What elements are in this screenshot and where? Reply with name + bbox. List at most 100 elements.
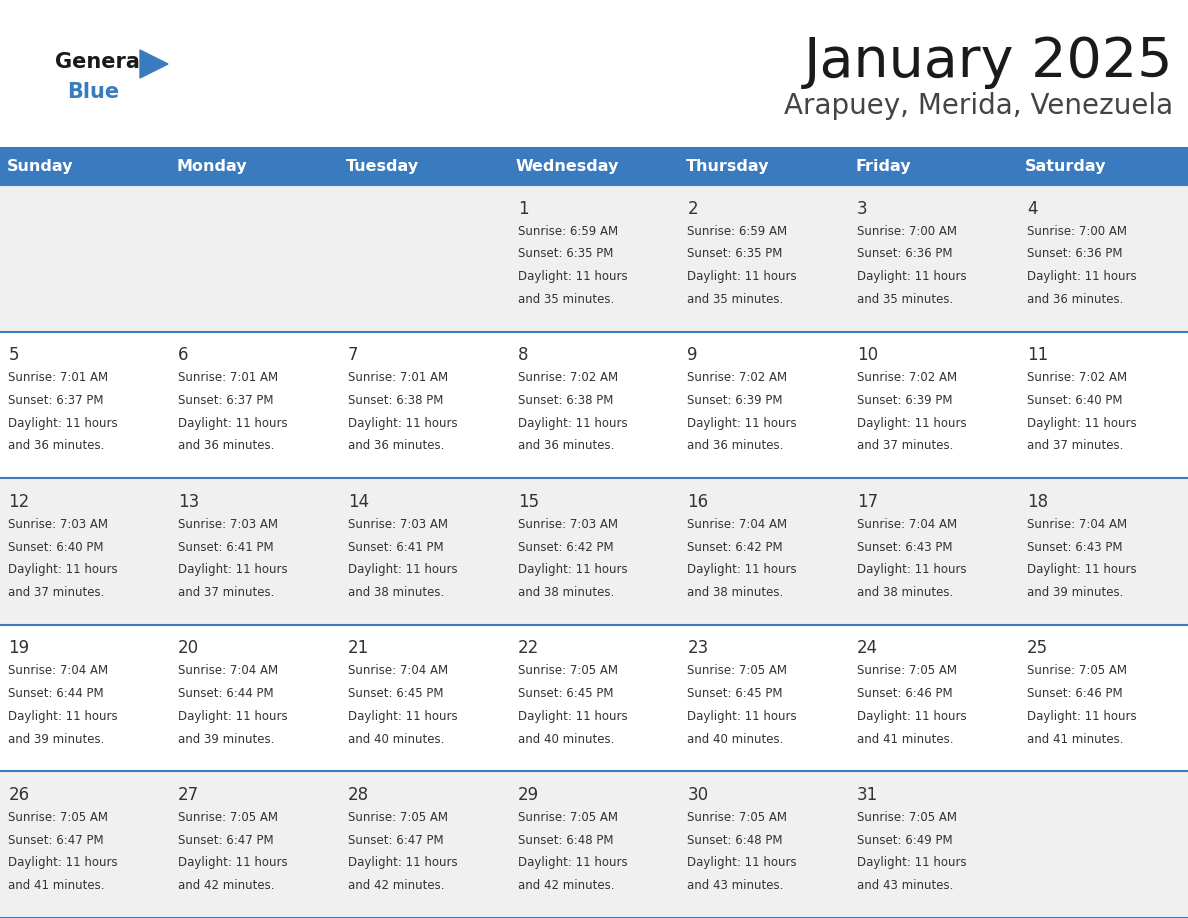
Text: Sunrise: 7:05 AM: Sunrise: 7:05 AM: [518, 811, 618, 824]
Text: Daylight: 11 hours: Daylight: 11 hours: [348, 710, 457, 722]
Text: 5: 5: [8, 346, 19, 364]
Text: 19: 19: [8, 640, 30, 657]
Text: Sunset: 6:45 PM: Sunset: 6:45 PM: [348, 687, 443, 700]
Text: Daylight: 11 hours: Daylight: 11 hours: [8, 417, 118, 430]
Text: and 36 minutes.: and 36 minutes.: [1026, 293, 1123, 306]
Text: 22: 22: [518, 640, 539, 657]
Text: Sunrise: 7:05 AM: Sunrise: 7:05 AM: [1026, 665, 1126, 677]
Bar: [0, 625, 1188, 771]
Bar: [0, 771, 1188, 918]
Text: Sunset: 6:35 PM: Sunset: 6:35 PM: [688, 247, 783, 261]
Text: Sunset: 6:40 PM: Sunset: 6:40 PM: [1026, 394, 1123, 407]
Text: and 39 minutes.: and 39 minutes.: [178, 733, 274, 745]
Text: Sunrise: 7:02 AM: Sunrise: 7:02 AM: [1026, 371, 1127, 384]
Text: Sunrise: 7:05 AM: Sunrise: 7:05 AM: [178, 811, 278, 824]
Text: and 41 minutes.: and 41 minutes.: [857, 733, 954, 745]
Text: Sunset: 6:47 PM: Sunset: 6:47 PM: [348, 834, 443, 846]
Text: Sunrise: 7:04 AM: Sunrise: 7:04 AM: [8, 665, 108, 677]
Text: Sunrise: 7:03 AM: Sunrise: 7:03 AM: [8, 518, 108, 531]
Text: Tuesday: Tuesday: [346, 159, 419, 174]
Text: Daylight: 11 hours: Daylight: 11 hours: [8, 856, 118, 869]
Text: 4: 4: [1026, 199, 1037, 218]
Text: Daylight: 11 hours: Daylight: 11 hours: [1026, 564, 1137, 577]
Text: Sunrise: 7:00 AM: Sunrise: 7:00 AM: [1026, 225, 1126, 238]
Text: Sunday: Sunday: [7, 159, 74, 174]
Text: Sunset: 6:39 PM: Sunset: 6:39 PM: [857, 394, 953, 407]
Text: and 38 minutes.: and 38 minutes.: [518, 586, 614, 599]
Bar: [0, 185, 1188, 331]
Text: Daylight: 11 hours: Daylight: 11 hours: [1026, 417, 1137, 430]
Text: Daylight: 11 hours: Daylight: 11 hours: [688, 564, 797, 577]
Text: and 39 minutes.: and 39 minutes.: [1026, 586, 1123, 599]
Text: Sunset: 6:46 PM: Sunset: 6:46 PM: [1026, 687, 1123, 700]
Text: Sunset: 6:37 PM: Sunset: 6:37 PM: [8, 394, 105, 407]
Text: 17: 17: [857, 493, 878, 510]
Text: Sunset: 6:48 PM: Sunset: 6:48 PM: [688, 834, 783, 846]
Text: Daylight: 11 hours: Daylight: 11 hours: [857, 417, 967, 430]
Text: and 38 minutes.: and 38 minutes.: [688, 586, 784, 599]
Text: Daylight: 11 hours: Daylight: 11 hours: [518, 564, 627, 577]
Text: Daylight: 11 hours: Daylight: 11 hours: [178, 564, 287, 577]
Text: Sunset: 6:38 PM: Sunset: 6:38 PM: [348, 394, 443, 407]
Text: Sunset: 6:47 PM: Sunset: 6:47 PM: [8, 834, 105, 846]
Text: 1: 1: [518, 199, 529, 218]
Text: Daylight: 11 hours: Daylight: 11 hours: [688, 710, 797, 722]
Text: Sunrise: 7:05 AM: Sunrise: 7:05 AM: [857, 811, 958, 824]
Text: Sunset: 6:45 PM: Sunset: 6:45 PM: [688, 687, 783, 700]
Text: Sunset: 6:37 PM: Sunset: 6:37 PM: [178, 394, 273, 407]
Text: Sunset: 6:48 PM: Sunset: 6:48 PM: [518, 834, 613, 846]
Text: and 43 minutes.: and 43 minutes.: [857, 879, 954, 892]
Text: and 36 minutes.: and 36 minutes.: [348, 440, 444, 453]
Text: Sunset: 6:43 PM: Sunset: 6:43 PM: [857, 541, 953, 554]
Text: Daylight: 11 hours: Daylight: 11 hours: [688, 270, 797, 283]
Text: and 41 minutes.: and 41 minutes.: [8, 879, 105, 892]
Text: Daylight: 11 hours: Daylight: 11 hours: [178, 710, 287, 722]
Text: and 36 minutes.: and 36 minutes.: [178, 440, 274, 453]
Text: 15: 15: [518, 493, 538, 510]
Text: Sunrise: 7:05 AM: Sunrise: 7:05 AM: [518, 665, 618, 677]
Text: Daylight: 11 hours: Daylight: 11 hours: [688, 856, 797, 869]
Text: and 36 minutes.: and 36 minutes.: [688, 440, 784, 453]
Text: Daylight: 11 hours: Daylight: 11 hours: [857, 710, 967, 722]
Text: Sunset: 6:43 PM: Sunset: 6:43 PM: [1026, 541, 1123, 554]
Text: and 37 minutes.: and 37 minutes.: [857, 440, 954, 453]
Text: Daylight: 11 hours: Daylight: 11 hours: [1026, 270, 1137, 283]
Text: Daylight: 11 hours: Daylight: 11 hours: [857, 856, 967, 869]
Text: and 36 minutes.: and 36 minutes.: [8, 440, 105, 453]
Text: Sunrise: 7:01 AM: Sunrise: 7:01 AM: [8, 371, 108, 384]
Text: Sunset: 6:47 PM: Sunset: 6:47 PM: [178, 834, 273, 846]
Text: 16: 16: [688, 493, 708, 510]
Text: Sunrise: 7:05 AM: Sunrise: 7:05 AM: [857, 665, 958, 677]
Text: 9: 9: [688, 346, 697, 364]
Text: Sunrise: 6:59 AM: Sunrise: 6:59 AM: [518, 225, 618, 238]
Text: 7: 7: [348, 346, 359, 364]
Text: 12: 12: [8, 493, 30, 510]
Text: 8: 8: [518, 346, 529, 364]
Text: and 37 minutes.: and 37 minutes.: [8, 586, 105, 599]
Text: Sunset: 6:38 PM: Sunset: 6:38 PM: [518, 394, 613, 407]
Text: Sunrise: 7:05 AM: Sunrise: 7:05 AM: [688, 665, 788, 677]
Text: Saturday: Saturday: [1025, 159, 1106, 174]
Text: Sunrise: 6:59 AM: Sunrise: 6:59 AM: [688, 225, 788, 238]
Text: Wednesday: Wednesday: [516, 159, 619, 174]
Text: and 40 minutes.: and 40 minutes.: [518, 733, 614, 745]
Text: Daylight: 11 hours: Daylight: 11 hours: [8, 564, 118, 577]
Text: Sunrise: 7:02 AM: Sunrise: 7:02 AM: [688, 371, 788, 384]
Text: 24: 24: [857, 640, 878, 657]
Bar: [510, 148, 678, 185]
Text: Daylight: 11 hours: Daylight: 11 hours: [178, 417, 287, 430]
Text: Sunrise: 7:04 AM: Sunrise: 7:04 AM: [1026, 518, 1127, 531]
Text: Daylight: 11 hours: Daylight: 11 hours: [8, 710, 118, 722]
Text: Daylight: 11 hours: Daylight: 11 hours: [518, 270, 627, 283]
Text: Sunrise: 7:03 AM: Sunrise: 7:03 AM: [348, 518, 448, 531]
Text: Sunrise: 7:04 AM: Sunrise: 7:04 AM: [178, 665, 278, 677]
Text: and 37 minutes.: and 37 minutes.: [1026, 440, 1123, 453]
Text: Sunset: 6:36 PM: Sunset: 6:36 PM: [857, 247, 953, 261]
Text: 28: 28: [348, 786, 369, 804]
Text: Sunset: 6:49 PM: Sunset: 6:49 PM: [857, 834, 953, 846]
Text: Sunrise: 7:01 AM: Sunrise: 7:01 AM: [178, 371, 278, 384]
Text: 29: 29: [518, 786, 538, 804]
Text: 2: 2: [688, 199, 699, 218]
Text: Sunrise: 7:05 AM: Sunrise: 7:05 AM: [348, 811, 448, 824]
Text: Sunset: 6:46 PM: Sunset: 6:46 PM: [857, 687, 953, 700]
